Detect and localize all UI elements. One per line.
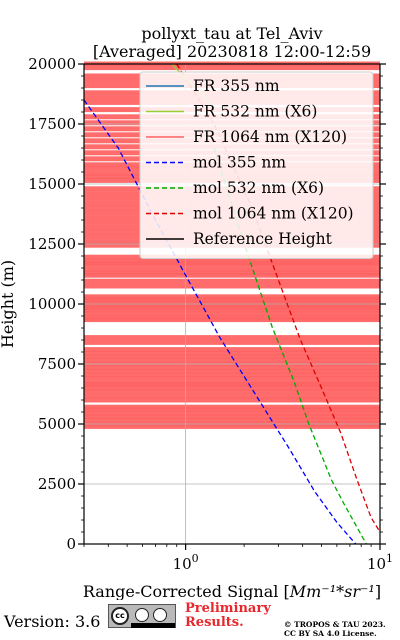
fr-1064-band [84,368,380,374]
y-axis-label: Height (m) [0,260,17,348]
x-axis-label-math: Mm⁻¹*sr⁻¹ [289,582,375,600]
by-icon [135,608,149,622]
legend-label: mol 355 nm [193,154,286,172]
series-mol-532-nm-x6 [213,147,367,545]
fr-1064-band [84,375,380,381]
legend-label: Reference Height [193,230,333,248]
preliminary-line1: Preliminary [185,601,271,616]
fr-1064-band [84,278,380,284]
chart-title-line1: pollyxt_tau at Tel_Aviv [141,24,322,43]
fr-1064-band [84,414,380,420]
copyright-line1: © TROPOS & TAU 2023. [284,620,386,629]
fr-1064-band [84,307,380,313]
preliminary-line2: Results. [185,615,244,630]
axis-ticks [78,63,386,550]
chart: pollyxt_tau at Tel_Aviv [Averaged] 20230… [0,24,393,600]
fr-1064-band [84,272,380,278]
cc-by-sa-icon: cc [108,604,176,628]
fr-1064-band [84,372,380,378]
x-tick-label: 100 [173,552,199,573]
y-tick-label: 15000 [28,175,76,193]
x-axis-label: Range-Corrected Signal [Mm⁻¹*sr⁻¹] [83,582,381,600]
y-tick-label: 7500 [38,355,76,373]
y-tick-label: 10000 [28,295,76,313]
chart-title-line2: [Averaged] 20230818 12:00-12:59 [93,42,371,61]
fr-1064-band [84,385,380,391]
legend-label: mol 1064 nm (X120) [193,205,354,223]
legend-label: FR 355 nm [193,77,280,95]
fr-1064-band [84,410,380,416]
x-tick-label: 101 [367,552,393,573]
fr-1064-band [84,393,380,399]
fr-1064-band [84,261,380,267]
fr-1064-band [84,266,380,272]
fr-1064-band [84,397,380,403]
fr-1064-band [84,407,380,413]
version-label: Version: 3.6 [4,612,101,631]
legend-label: mol 532 nm (X6) [193,179,324,197]
y-tick-label: 17500 [28,115,76,133]
y-tick-labels: 0 2500 5000 7500 10000 12500 15000 17500 20000 [28,55,76,553]
fr-1064-band [84,423,380,429]
legend-box [139,71,374,259]
fr-1064-band [84,65,380,71]
fr-1064-band [84,335,380,341]
legend-label: FR 532 nm (X6) [193,103,317,121]
fr-1064-band [84,283,380,289]
sa-icon [153,608,167,622]
license-strip [131,623,175,628]
fr-1064-band [84,339,380,345]
series-mol-355-nm [83,99,357,545]
fr-1064-band [84,357,380,363]
fr-1064-band [84,389,380,395]
y-tick-label: 0 [66,535,76,553]
fr-1064-band [84,350,380,356]
cc-icon: cc [111,607,129,625]
fr-1064-band [84,365,380,371]
fr-1064-band [84,311,380,317]
fr-1064-band [84,417,380,423]
y-tick-label: 12500 [28,235,76,253]
fr-1064-band [84,381,380,387]
copyright-line2: CC BY SA 4.0 License. [284,629,377,638]
x-axis-label-end: ] [375,582,381,600]
footer: Version: 3.6 cc Preliminary Results. © T… [0,600,400,640]
legend-label: FR 1064 nm (X120) [193,128,347,146]
fr-1064-band [84,347,380,353]
legend: FR 355 nm FR 532 nm (X6) FR 1064 nm (X120)… [139,71,374,259]
y-tick-label: 5000 [38,415,76,433]
y-tick-label: 20000 [28,55,76,73]
copyright-note: © TROPOS & TAU 2023. CC BY SA 4.0 Licens… [284,620,386,638]
y-tick-label: 2500 [38,475,76,493]
fr-1064-band [84,317,380,323]
preliminary-results-note: Preliminary Results. [185,602,271,630]
x-tick-labels: 100 101 [173,552,393,573]
x-axis-label-main: Range-Corrected Signal [ [83,582,290,600]
